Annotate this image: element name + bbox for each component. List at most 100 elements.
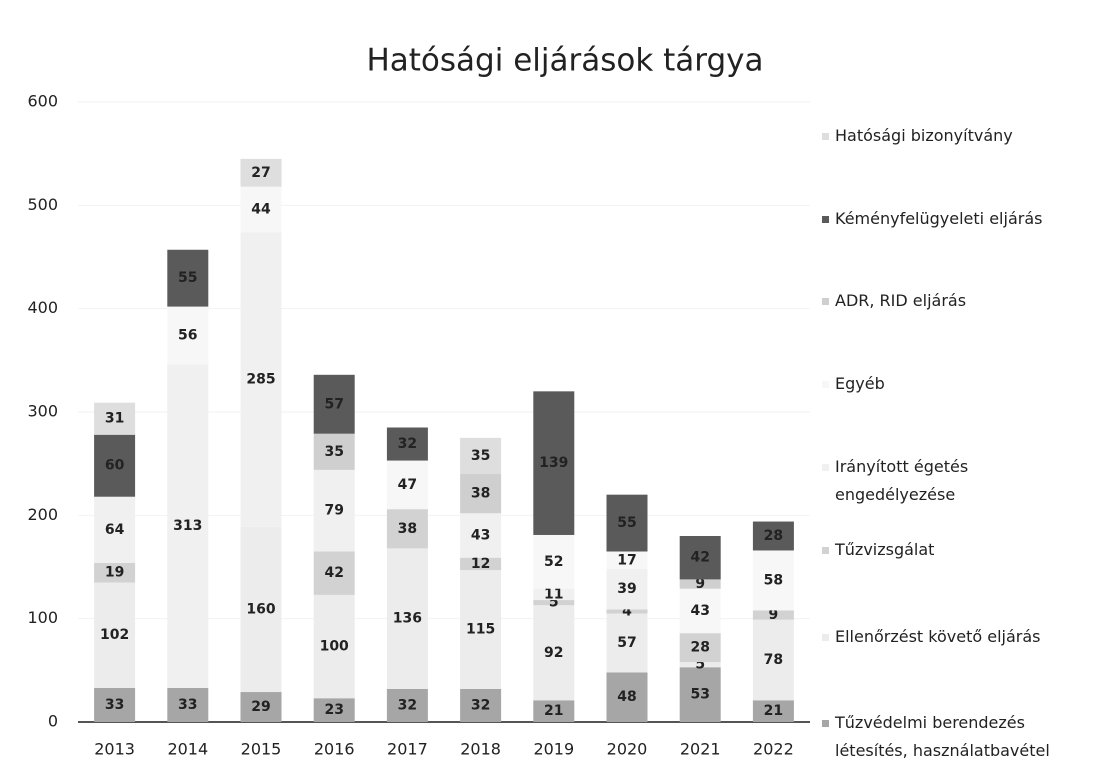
bar-segment — [94, 582, 136, 688]
legend-item: ADR, RID eljárás — [822, 287, 1072, 315]
bar-segment — [313, 433, 355, 470]
bar-segment — [679, 662, 721, 668]
bar-segment — [606, 551, 648, 570]
data-label: 92 — [544, 645, 563, 661]
y-tick-label: 200 — [27, 505, 58, 524]
legend-marker — [822, 634, 829, 641]
bar-segment — [240, 186, 282, 233]
data-label: 31 — [105, 411, 124, 427]
bar-segment — [606, 672, 648, 722]
legend-label: Hatósági bizonyítvány — [835, 126, 1013, 145]
data-label: 29 — [251, 699, 270, 715]
data-label: 42 — [324, 565, 343, 581]
data-label: 56 — [178, 328, 197, 344]
data-label: 9 — [695, 576, 705, 592]
x-tick-label: 2017 — [387, 740, 428, 759]
x-tick-label: 2018 — [460, 740, 501, 759]
data-label: 55 — [178, 270, 197, 286]
legend-marker — [822, 720, 829, 727]
data-label: 48 — [617, 689, 636, 705]
legend-item: Kéményfelügyeleti eljárás — [822, 205, 1072, 233]
data-label: 78 — [764, 652, 783, 668]
legend-label: Irányított égetés engedélyezése — [835, 457, 969, 504]
bar-segment — [752, 521, 794, 551]
data-label: 44 — [251, 201, 271, 217]
bar-segment — [313, 374, 355, 434]
data-label: 4 — [622, 603, 632, 619]
legend-marker — [822, 133, 829, 140]
legend-label: Tűzvizsgálat — [835, 540, 935, 559]
data-label: 160 — [246, 601, 275, 617]
data-label: 47 — [398, 477, 417, 493]
data-label: 79 — [324, 503, 343, 519]
legend-item: Egyéb — [822, 370, 1072, 398]
data-label: 23 — [324, 702, 343, 718]
bar-segment — [606, 569, 648, 610]
bar-segment — [94, 496, 136, 563]
data-label: 11 — [544, 586, 563, 602]
data-label: 12 — [471, 556, 490, 572]
legend-item: Tűzvizsgálat — [822, 536, 1072, 564]
y-tick-label: 600 — [27, 92, 58, 111]
data-label: 9 — [769, 607, 779, 623]
bar-segment — [240, 692, 282, 722]
data-label: 32 — [471, 697, 490, 713]
bar-segment — [533, 600, 575, 606]
bar-segment — [240, 232, 282, 527]
bar-segment — [679, 633, 721, 663]
data-label: 57 — [617, 635, 636, 651]
x-tick-label: 2014 — [167, 740, 208, 759]
y-tick-label: 300 — [27, 402, 58, 421]
data-label: 5 — [549, 595, 559, 611]
data-label: 42 — [690, 550, 709, 566]
data-label: 52 — [544, 554, 563, 570]
y-tick-label: 400 — [27, 298, 58, 317]
bar-segment — [533, 534, 575, 589]
y-tick-label: 100 — [27, 608, 58, 627]
bar-segment — [313, 594, 355, 699]
data-label: 32 — [398, 697, 417, 713]
data-label: 38 — [471, 486, 490, 502]
bar-segment — [679, 667, 721, 722]
bar-segment — [386, 548, 428, 689]
bar-segment — [167, 306, 209, 365]
legend-item: Tűzvédelmi berendezés létesítés, használ… — [822, 709, 1072, 765]
bar-segment — [94, 687, 136, 722]
data-label: 102 — [100, 627, 129, 643]
bar-segment — [533, 605, 575, 701]
data-label: 19 — [105, 565, 124, 581]
data-label: 43 — [471, 527, 490, 543]
bar-segment — [533, 588, 575, 601]
bar-segment — [386, 509, 428, 549]
bar-segment — [752, 619, 794, 701]
data-label: 60 — [105, 458, 125, 474]
bar-segment — [752, 610, 794, 620]
bar-segment — [460, 688, 502, 722]
bar-segment — [606, 609, 648, 614]
data-label: 28 — [764, 528, 783, 544]
legend-item: Irányított égetés engedélyezése — [822, 453, 1072, 509]
data-label: 21 — [544, 703, 563, 719]
legend-label: ADR, RID eljárás — [835, 291, 967, 310]
data-label: 139 — [539, 455, 568, 471]
legend-marker — [822, 298, 829, 305]
bar-segment — [167, 249, 209, 307]
bar-segment — [386, 688, 428, 722]
data-label: 33 — [105, 697, 124, 713]
data-label: 35 — [324, 444, 343, 460]
data-label: 27 — [251, 165, 270, 181]
bar-segment — [533, 391, 575, 535]
y-tick-label: 0 — [48, 712, 58, 731]
bar-segment — [460, 437, 502, 474]
x-tick-label: 2020 — [607, 740, 648, 759]
data-label: 38 — [398, 521, 417, 537]
bar-segment — [94, 402, 136, 435]
legend-label: Kéményfelügyeleti eljárás — [835, 209, 1043, 228]
bar-segment — [679, 536, 721, 580]
bar-segment — [606, 613, 648, 673]
data-label: 64 — [105, 522, 125, 538]
bar-segment — [752, 550, 794, 611]
x-tick-label: 2022 — [753, 740, 794, 759]
bar-segment — [94, 562, 136, 583]
